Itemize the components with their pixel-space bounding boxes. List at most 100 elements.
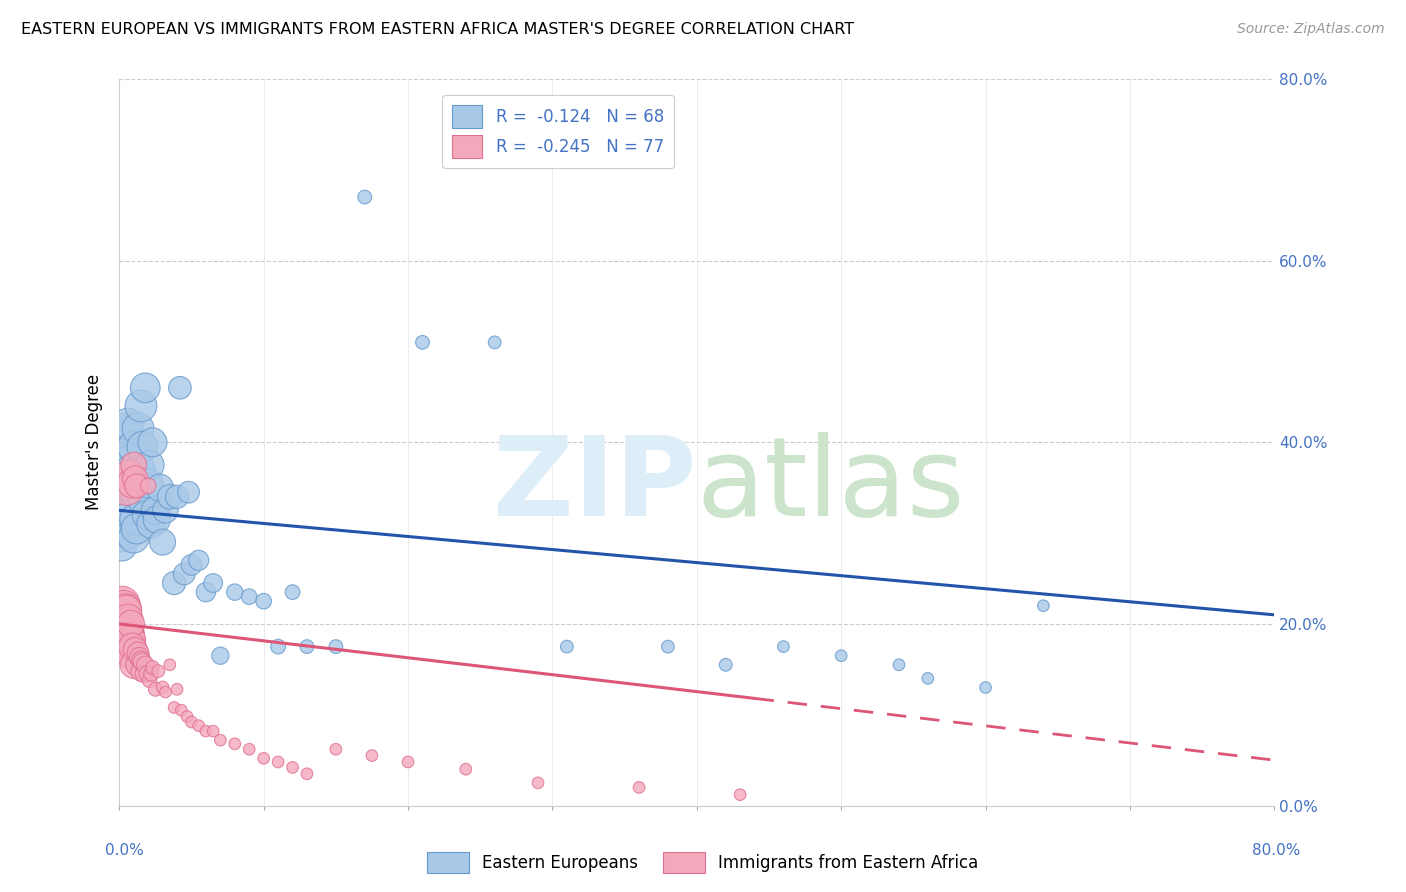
Point xyxy=(194,585,217,599)
Point xyxy=(129,399,152,413)
Point xyxy=(111,618,134,632)
Y-axis label: Master's Degree: Master's Degree xyxy=(86,375,103,510)
Point xyxy=(166,490,188,504)
Point xyxy=(134,381,156,395)
Text: 0.0%: 0.0% xyxy=(105,843,145,858)
Point xyxy=(110,607,132,622)
Point xyxy=(353,190,375,204)
Point xyxy=(117,417,139,431)
Point xyxy=(180,714,202,729)
Point xyxy=(124,472,146,486)
Point xyxy=(141,435,163,450)
Point xyxy=(124,472,146,486)
Point xyxy=(131,440,153,454)
Point xyxy=(114,603,136,617)
Text: Source: ZipAtlas.com: Source: ZipAtlas.com xyxy=(1237,22,1385,37)
Point xyxy=(224,585,246,599)
Point xyxy=(112,628,135,642)
Legend: R =  -0.124   N = 68, R =  -0.245   N = 77: R = -0.124 N = 68, R = -0.245 N = 77 xyxy=(443,95,673,169)
Point xyxy=(152,681,174,695)
Point xyxy=(125,657,148,672)
Point xyxy=(118,642,141,657)
Point xyxy=(163,576,186,591)
Point xyxy=(325,640,347,654)
Point xyxy=(1032,599,1054,613)
Point xyxy=(132,494,155,508)
Point xyxy=(177,485,200,500)
Point xyxy=(122,440,145,454)
Point xyxy=(111,603,134,617)
Point xyxy=(134,657,156,672)
Point xyxy=(527,776,550,790)
Point xyxy=(110,603,132,617)
Point xyxy=(159,657,181,672)
Point xyxy=(169,381,191,395)
Point xyxy=(209,648,232,663)
Point xyxy=(187,718,209,732)
Point xyxy=(396,755,419,769)
Point xyxy=(224,737,246,751)
Point xyxy=(180,558,202,572)
Point xyxy=(129,476,152,491)
Point xyxy=(114,624,136,639)
Point xyxy=(149,481,172,495)
Point xyxy=(120,481,142,495)
Point xyxy=(112,600,135,615)
Point xyxy=(657,640,679,654)
Point xyxy=(295,766,318,780)
Point xyxy=(728,788,751,802)
Point xyxy=(267,755,290,769)
Point xyxy=(281,585,304,599)
Text: EASTERN EUROPEAN VS IMMIGRANTS FROM EASTERN AFRICA MASTER'S DEGREE CORRELATION C: EASTERN EUROPEAN VS IMMIGRANTS FROM EAST… xyxy=(21,22,855,37)
Point xyxy=(128,650,150,665)
Point xyxy=(141,660,163,674)
Point xyxy=(176,709,198,723)
Point xyxy=(110,612,132,626)
Point xyxy=(121,640,143,654)
Point xyxy=(112,472,135,486)
Point xyxy=(163,700,186,714)
Point xyxy=(127,646,149,660)
Point xyxy=(194,724,217,739)
Point xyxy=(772,640,794,654)
Point xyxy=(187,553,209,567)
Point xyxy=(115,499,138,513)
Point xyxy=(115,603,138,617)
Point xyxy=(114,632,136,647)
Point xyxy=(115,481,138,495)
Point xyxy=(454,762,477,776)
Point xyxy=(117,626,139,640)
Point xyxy=(131,655,153,669)
Point xyxy=(138,458,160,472)
Point xyxy=(139,666,162,681)
Point xyxy=(281,760,304,774)
Point xyxy=(125,522,148,536)
Legend: Eastern Europeans, Immigrants from Eastern Africa: Eastern Europeans, Immigrants from Easte… xyxy=(420,846,986,880)
Point xyxy=(135,666,157,681)
Point xyxy=(135,508,157,522)
Point xyxy=(114,615,136,629)
Point xyxy=(121,476,143,491)
Point xyxy=(114,422,136,436)
Point xyxy=(120,508,142,522)
Point xyxy=(152,535,174,549)
Point xyxy=(124,512,146,526)
Point xyxy=(117,637,139,651)
Point xyxy=(159,490,181,504)
Point xyxy=(128,462,150,476)
Point xyxy=(118,467,141,481)
Point xyxy=(238,742,260,756)
Point xyxy=(111,612,134,626)
Point xyxy=(628,780,651,795)
Point xyxy=(124,642,146,657)
Point xyxy=(887,657,910,672)
Text: ZIP: ZIP xyxy=(494,433,697,540)
Point xyxy=(127,422,149,436)
Point xyxy=(202,576,225,591)
Point xyxy=(112,453,135,467)
Point xyxy=(146,512,169,526)
Point xyxy=(115,481,138,495)
Point xyxy=(139,516,162,531)
Point xyxy=(110,616,132,631)
Point xyxy=(155,503,177,517)
